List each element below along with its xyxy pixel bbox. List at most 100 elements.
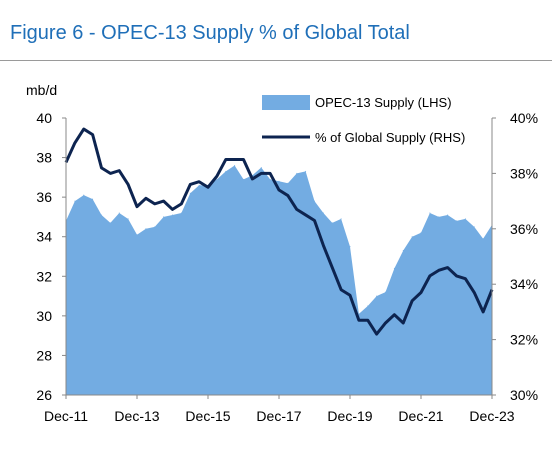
left-tick-label: 28	[36, 347, 52, 363]
line-point	[313, 219, 316, 222]
area-point	[305, 170, 307, 172]
axes-layer: 26 28 30 32 34 36 38 40 30% 32% 34% 36% 38% 40% Dec-11…	[36, 110, 538, 424]
right-tick-label: 38%	[510, 165, 538, 181]
line-point	[242, 158, 245, 161]
line-point	[260, 172, 262, 174]
area-point	[180, 212, 182, 214]
area-series-opec-supply	[66, 165, 492, 395]
area-point	[358, 313, 360, 315]
area-point	[393, 267, 395, 269]
line-layer	[64, 127, 494, 336]
right-tick-label: 36%	[510, 221, 538, 237]
line-point	[322, 244, 324, 247]
legend-swatch-area	[262, 95, 310, 110]
line-point	[136, 206, 138, 208]
area-point	[278, 180, 280, 182]
area-point	[101, 214, 102, 216]
x-tick-label: Dec-15	[185, 408, 230, 424]
right-tick-label: 40%	[510, 110, 538, 126]
y-axis-label: mb/d	[26, 82, 57, 98]
area-point	[340, 218, 342, 220]
line-point	[367, 319, 369, 321]
line-point	[455, 275, 458, 277]
line-point	[482, 311, 484, 313]
line-point	[331, 266, 333, 269]
line-point	[189, 183, 191, 186]
area-point	[322, 212, 324, 214]
line-point	[145, 197, 147, 199]
area-point	[411, 236, 413, 238]
area-point	[331, 222, 333, 224]
line-point	[340, 289, 342, 291]
area-point	[376, 295, 378, 297]
line-point	[216, 175, 218, 177]
line-point	[92, 134, 94, 136]
right-tick-label: 30%	[510, 387, 538, 403]
line-point	[234, 158, 236, 161]
left-tick-label: 30	[36, 308, 52, 324]
line-point	[163, 200, 165, 202]
line-point	[109, 172, 111, 174]
area-point	[349, 246, 351, 248]
figure-title: Figure 6 - OPEC-13 Supply % of Global To…	[10, 22, 410, 44]
area-point	[314, 200, 315, 202]
line-point	[118, 170, 120, 172]
line-point	[447, 266, 449, 269]
right-tick-label: 34%	[510, 276, 538, 292]
area-point	[269, 178, 271, 180]
area-point	[83, 194, 85, 196]
x-tick-label: Dec-11	[44, 408, 88, 424]
left-tick-label: 40	[36, 110, 52, 126]
line-point	[287, 194, 289, 197]
legend-label-line: % of Global Supply (RHS)	[315, 130, 465, 145]
line-point	[74, 142, 76, 144]
right-tick-label: 32%	[510, 332, 538, 348]
area-point	[74, 200, 76, 202]
legend-label-area: OPEC-13 Supply (LHS)	[315, 95, 452, 110]
area-point	[136, 234, 138, 236]
area-point	[243, 178, 244, 180]
area-point	[402, 250, 404, 252]
x-tick-label: Dec-21	[398, 408, 443, 424]
line-point	[171, 208, 174, 211]
x-tick-label: Dec-23	[469, 408, 514, 424]
line-point	[100, 167, 103, 169]
area-point	[109, 222, 111, 224]
area-point	[482, 238, 484, 240]
area-point	[473, 226, 475, 228]
area-point	[216, 178, 218, 180]
area-point	[420, 232, 422, 234]
area-point	[456, 220, 457, 222]
area-point	[145, 228, 147, 230]
line-point	[225, 158, 227, 161]
line-point	[393, 314, 395, 316]
area-point	[225, 170, 227, 172]
title-divider	[0, 60, 552, 61]
area-point	[189, 192, 191, 194]
x-tick-label: Dec-13	[114, 408, 159, 424]
line-point	[420, 291, 422, 294]
line-point	[305, 214, 307, 216]
left-tick-label: 32	[36, 268, 52, 284]
left-tick-label: 36	[36, 189, 52, 205]
area-point	[296, 172, 298, 174]
line-point	[349, 294, 351, 296]
line-point	[358, 319, 360, 321]
line-point	[278, 189, 280, 191]
x-tick-label: Dec-17	[256, 408, 301, 424]
line-point	[154, 203, 156, 205]
line-point	[251, 178, 253, 180]
area-point	[447, 214, 449, 216]
line-point	[207, 186, 209, 188]
line-point	[269, 172, 271, 174]
x-tick-label: Dec-19	[327, 408, 372, 424]
line-point	[376, 333, 378, 335]
area-point	[287, 182, 289, 184]
line-point	[402, 322, 404, 324]
line-point	[180, 203, 182, 205]
area-point	[260, 166, 262, 168]
area-point	[172, 214, 173, 216]
line-point	[464, 278, 466, 280]
legend: OPEC-13 Supply (LHS) % of Global Supply …	[262, 95, 465, 145]
